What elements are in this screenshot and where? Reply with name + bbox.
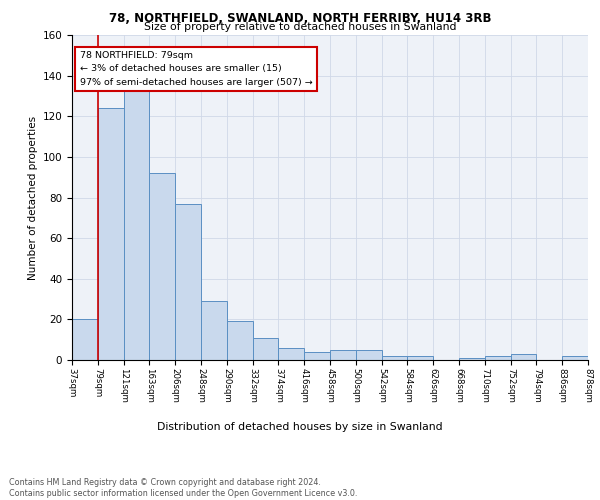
Text: Size of property relative to detached houses in Swanland: Size of property relative to detached ho… (144, 22, 456, 32)
Bar (98, 108, 124, 360)
Bar (562, 356, 588, 360)
Bar (459, 358, 485, 360)
Bar (227, 322, 253, 360)
Bar (175, 204, 201, 360)
Text: Distribution of detached houses by size in Swanland: Distribution of detached houses by size … (157, 422, 443, 432)
Bar (407, 356, 433, 360)
Bar (356, 350, 382, 360)
Bar (253, 338, 278, 360)
Text: Contains HM Land Registry data © Crown copyright and database right 2024.
Contai: Contains HM Land Registry data © Crown c… (9, 478, 358, 498)
Y-axis label: Number of detached properties: Number of detached properties (28, 116, 38, 280)
Text: 78 NORTHFIELD: 79sqm
← 3% of detached houses are smaller (15)
97% of semi-detach: 78 NORTHFIELD: 79sqm ← 3% of detached ho… (80, 52, 313, 86)
Bar (72, 320, 98, 360)
Bar (278, 348, 304, 360)
Bar (330, 350, 356, 360)
Bar (511, 354, 536, 360)
Bar (149, 173, 175, 360)
Bar (382, 356, 407, 360)
Bar (304, 352, 330, 360)
Bar (485, 356, 511, 360)
Bar (124, 90, 149, 360)
Text: 78, NORTHFIELD, SWANLAND, NORTH FERRIBY, HU14 3RB: 78, NORTHFIELD, SWANLAND, NORTH FERRIBY,… (109, 12, 491, 24)
Bar (201, 301, 227, 360)
